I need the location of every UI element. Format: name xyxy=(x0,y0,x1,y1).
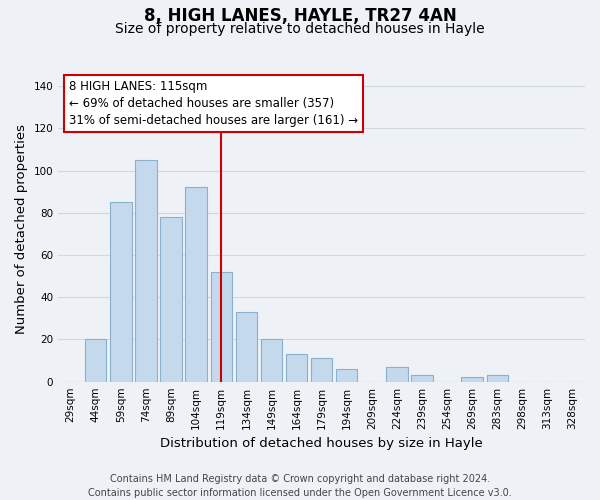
Bar xyxy=(487,376,508,382)
Bar xyxy=(185,188,207,382)
Text: 8 HIGH LANES: 115sqm
← 69% of detached houses are smaller (357)
31% of semi-deta: 8 HIGH LANES: 115sqm ← 69% of detached h… xyxy=(69,80,358,127)
Bar xyxy=(461,378,483,382)
Bar xyxy=(386,367,407,382)
Text: Size of property relative to detached houses in Hayle: Size of property relative to detached ho… xyxy=(115,22,485,36)
Bar xyxy=(336,369,358,382)
Text: Contains HM Land Registry data © Crown copyright and database right 2024.
Contai: Contains HM Land Registry data © Crown c… xyxy=(88,474,512,498)
Bar xyxy=(136,160,157,382)
Bar xyxy=(160,217,182,382)
Text: 8, HIGH LANES, HAYLE, TR27 4AN: 8, HIGH LANES, HAYLE, TR27 4AN xyxy=(143,8,457,26)
Bar xyxy=(236,312,257,382)
Bar xyxy=(261,340,282,382)
Y-axis label: Number of detached properties: Number of detached properties xyxy=(15,124,28,334)
Bar xyxy=(211,272,232,382)
Bar xyxy=(85,340,106,382)
Bar xyxy=(411,376,433,382)
Bar xyxy=(286,354,307,382)
Bar xyxy=(311,358,332,382)
Bar xyxy=(110,202,131,382)
X-axis label: Distribution of detached houses by size in Hayle: Distribution of detached houses by size … xyxy=(160,437,483,450)
